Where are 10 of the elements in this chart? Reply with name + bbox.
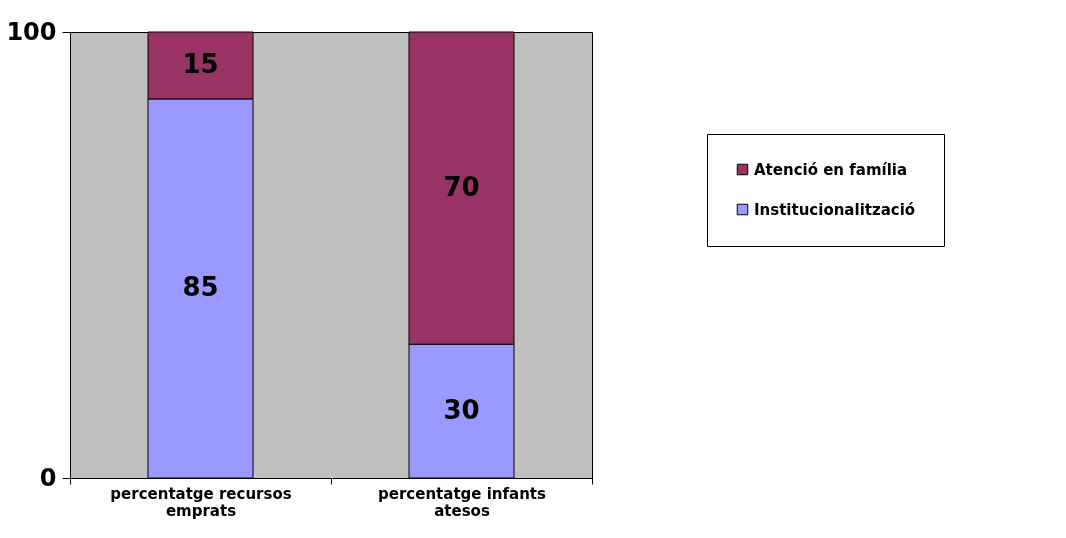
- x-tick-label: percentatge infants atesos: [378, 484, 547, 520]
- data-label: 30: [443, 395, 480, 426]
- legend-label: Atenció en família: [754, 160, 908, 179]
- x-tick-label: percentatge recursos emprats: [110, 484, 292, 520]
- data-label: 70: [443, 172, 480, 203]
- y-tick-label: 100: [6, 17, 57, 46]
- data-label: 85: [182, 272, 219, 303]
- y-tick-label: 0: [39, 463, 57, 492]
- legend-label: Institucionalització: [754, 200, 916, 219]
- data-label: 15: [182, 49, 219, 80]
